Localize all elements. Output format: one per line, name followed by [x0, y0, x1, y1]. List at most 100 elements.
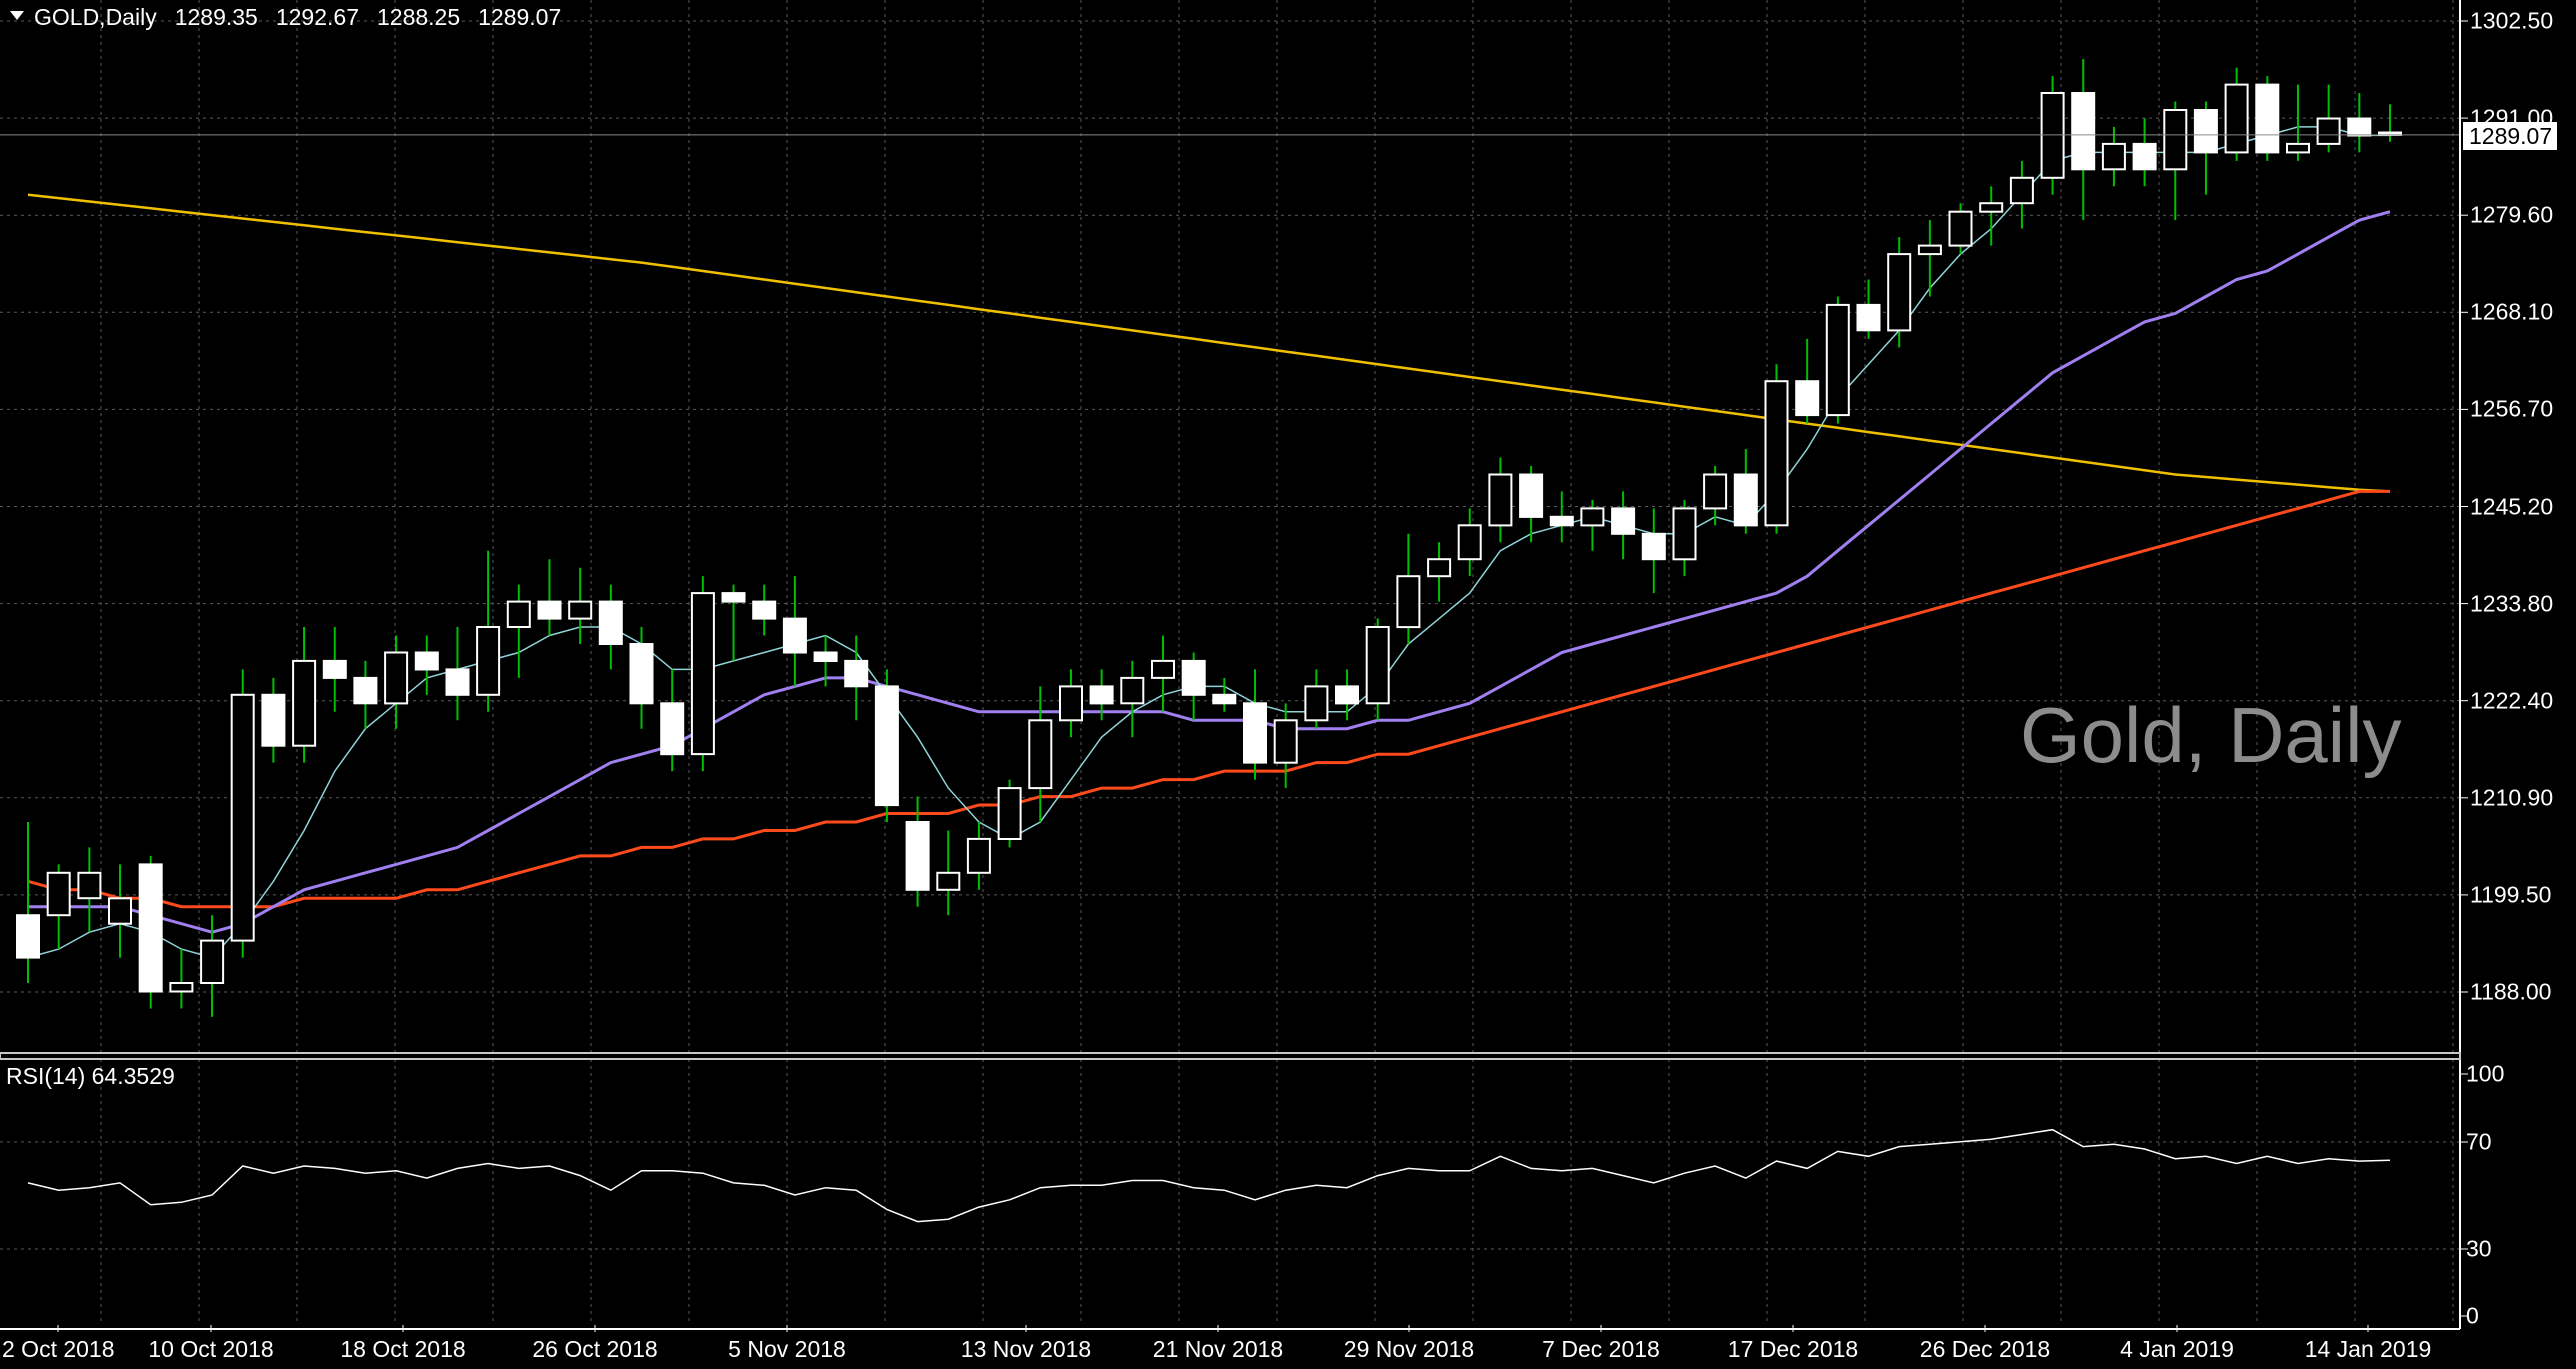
panel-separator	[0, 1052, 2461, 1060]
candle-down	[445, 668, 470, 696]
candle-down	[1335, 685, 1359, 705]
low-value: 1288.25	[376, 4, 461, 30]
candle-up	[1488, 473, 1513, 527]
candle-up	[2316, 117, 2341, 145]
rsi-line	[27, 1128, 2391, 1223]
rsi-tick-label: 30	[2466, 1235, 2492, 1262]
y-tick-label: 1233.80	[2470, 590, 2554, 617]
candle-down	[261, 693, 286, 747]
moving-averages	[27, 126, 2391, 959]
ma-mid-line	[28, 210, 2391, 934]
candle-down	[537, 600, 562, 620]
candle-up	[1948, 210, 1973, 247]
rsi-header: RSI(14) 64.3529	[6, 1063, 175, 1089]
candle-down	[1519, 473, 1544, 518]
candles	[16, 59, 2402, 1017]
close-value: 1289.07	[478, 4, 562, 30]
candle-down	[2255, 83, 2280, 154]
candle-down	[322, 659, 347, 679]
candle-up	[2163, 109, 2188, 171]
candle-down	[752, 600, 777, 620]
candle-down	[2071, 92, 2096, 171]
candle-up	[1457, 524, 1482, 561]
x-tick-label: 21 Nov 2018	[1152, 1336, 1284, 1362]
candle-up	[169, 982, 194, 993]
grid	[0, 0, 2460, 1325]
x-tick-label: 14 Jan 2019	[2304, 1336, 2432, 1362]
x-tick-label: 4 Jan 2019	[2120, 1336, 2234, 1362]
candle-up	[1703, 473, 1728, 510]
candle-up	[476, 626, 501, 696]
y-tick-label: 1245.20	[2470, 493, 2554, 519]
x-tick-label: 18 Oct 2018	[340, 1336, 466, 1362]
x-tick-label: 29 Nov 2018	[1343, 1336, 1475, 1362]
candle-down	[1856, 303, 1881, 332]
candle-up	[1396, 575, 1421, 629]
x-tick-label: 10 Oct 2018	[148, 1336, 274, 1362]
candle-down	[1549, 515, 1574, 527]
x-tick-label: 13 Nov 2018	[960, 1336, 1092, 1362]
candle-up	[1304, 685, 1329, 722]
candle-down	[874, 685, 899, 807]
symbol-header[interactable]: GOLD,Daily 1289.35 1292.67 1288.25 1289.07	[10, 4, 561, 31]
rsi-tick-label: 0	[2466, 1302, 2479, 1329]
candle-down	[1611, 507, 1636, 535]
x-tick-label: 17 Dec 2018	[1727, 1336, 1859, 1362]
rsi-tick-label: 100	[2466, 1060, 2505, 1087]
candle-down	[414, 651, 439, 671]
candle-up	[292, 659, 317, 747]
candle-up	[997, 787, 1022, 840]
candle-up	[1059, 685, 1083, 722]
current-price-tag: 1289.07	[2462, 120, 2559, 151]
candle-up	[2009, 176, 2034, 205]
x-tick-label: 26 Dec 2018	[1919, 1336, 2051, 1362]
candle-up	[1151, 659, 1175, 679]
candle-up	[46, 871, 71, 917]
candle-up	[1365, 626, 1390, 705]
open-value: 1289.35	[174, 4, 258, 30]
y-tick-label: 1222.40	[2470, 687, 2554, 714]
y-tick-label: 1199.50	[2470, 881, 2552, 908]
candle-down	[660, 702, 685, 756]
candle-down	[1795, 380, 1820, 417]
candle-up	[2224, 83, 2249, 154]
chart-frame	[0, 0, 2468, 1332]
candle-down	[1089, 685, 1114, 705]
candle-down	[2132, 142, 2157, 171]
candle-down	[782, 617, 807, 654]
ma-fast-line	[27, 126, 2390, 959]
candle-up	[2040, 92, 2065, 179]
candle-up	[77, 871, 102, 900]
candle-up	[384, 651, 409, 705]
candle-up	[2286, 142, 2310, 154]
candle-down	[2347, 117, 2372, 137]
x-tick-label: 5 Nov 2018	[728, 1336, 846, 1362]
candle-up	[1764, 380, 1789, 527]
candle-up	[1979, 202, 2004, 213]
candle-down	[353, 676, 378, 705]
candle-up	[1427, 558, 1452, 578]
chart-watermark: Gold, Daily	[2020, 691, 2402, 779]
candle-down	[721, 592, 746, 603]
y-tick-label: 1256.70	[2470, 395, 2554, 422]
candle-up	[1120, 676, 1145, 705]
candle-up	[1825, 303, 1850, 417]
candle-down	[844, 659, 869, 688]
candle-down	[2193, 109, 2218, 154]
dropdown-triangle-icon[interactable]	[10, 11, 24, 21]
candle-down	[16, 914, 40, 959]
candle-up	[1672, 507, 1697, 561]
candle-down	[905, 821, 930, 891]
rsi-tick-label: 70	[2466, 1128, 2492, 1155]
candle-down	[1733, 473, 1758, 527]
y-tick-label: 1268.10	[2470, 298, 2554, 325]
high-value: 1292.67	[275, 4, 359, 30]
candle-up	[200, 939, 225, 984]
x-tick-label: 7 Dec 2018	[1542, 1336, 1660, 1362]
candle-down	[598, 600, 623, 645]
candle-down	[813, 651, 838, 662]
candle-down	[1641, 532, 1666, 561]
symbol-label: GOLD,Daily	[34, 4, 157, 30]
candle-up	[1273, 719, 1298, 764]
